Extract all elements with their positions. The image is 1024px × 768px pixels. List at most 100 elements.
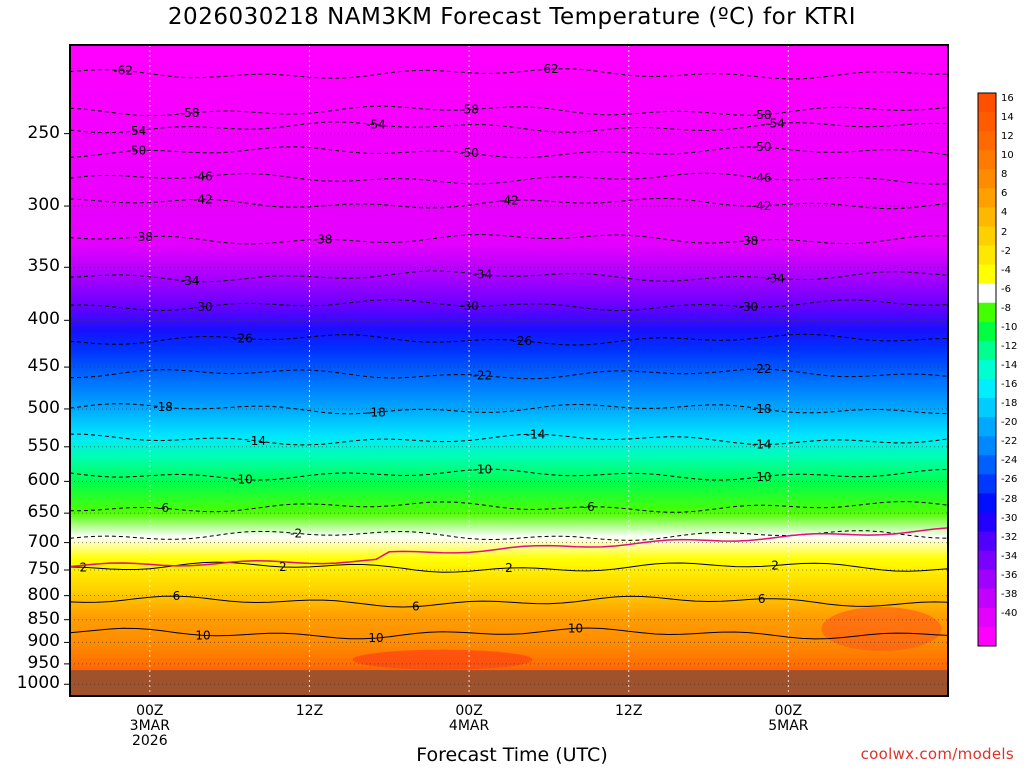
contour-label: -42 xyxy=(499,193,519,207)
contour-label: -18 xyxy=(366,405,386,419)
contour-label: 2 xyxy=(505,561,513,575)
ground-layer xyxy=(70,670,948,696)
x-tick-line: 00Z xyxy=(455,703,483,719)
colorbar-swatch xyxy=(978,264,996,285)
colorbar-swatch xyxy=(978,474,996,494)
colorbar-label: -34 xyxy=(1001,550,1018,562)
contour-label: -38 xyxy=(739,234,759,248)
x-tick-label: 12Z xyxy=(269,704,349,719)
contour-label: -14 xyxy=(246,434,266,448)
colorbar-label: -12 xyxy=(1001,340,1018,352)
colorbar-swatch xyxy=(978,379,996,399)
colorbar-swatch xyxy=(978,169,996,189)
contour-label: -46 xyxy=(193,170,213,184)
colorbar-swatch xyxy=(978,398,996,418)
colorbar-label: -22 xyxy=(1001,436,1018,448)
x-tick-label: 00Z 3MAR 2026 xyxy=(110,704,190,749)
colorbar-frame xyxy=(977,92,997,647)
y-tick-label: 350 xyxy=(27,256,60,277)
contour-label: 10 xyxy=(368,631,383,645)
contour-label: -10 xyxy=(233,473,253,487)
colorbar-label: 8 xyxy=(1001,169,1008,181)
colorbar-label: -38 xyxy=(1001,588,1018,600)
colorbar xyxy=(977,92,997,647)
freezing-line xyxy=(70,527,948,568)
colorbar-label: -26 xyxy=(1001,474,1018,486)
contour-label: -54 xyxy=(366,118,386,132)
colorbar-swatch xyxy=(978,340,996,361)
contour-line xyxy=(70,561,948,573)
contour-label: -42 xyxy=(193,192,213,206)
colorbar-swatch xyxy=(978,531,996,552)
y-tick-label: 1000 xyxy=(16,673,60,694)
colorbar-swatch xyxy=(978,607,996,628)
contour-lines: -62 -62-58 -58 -58-54 -54 -54-50 -50 -50-46 -46-… xyxy=(70,62,948,645)
colorbar-label: -30 xyxy=(1001,512,1018,524)
contour-label: -26 xyxy=(512,334,532,348)
colorbar-swatch xyxy=(978,588,996,609)
colorbar-swatch xyxy=(978,550,996,571)
colorbar-label: -32 xyxy=(1001,531,1018,543)
colorbar-swatch xyxy=(978,150,996,170)
contour-label: 10 xyxy=(195,628,210,642)
contour-label: -30 xyxy=(459,299,479,313)
colorbar-swatch xyxy=(978,436,996,456)
y-tick-label: 650 xyxy=(27,502,60,523)
contour-label: -50 xyxy=(127,144,147,158)
colorbar-label: -10 xyxy=(1001,321,1018,333)
colorbar-label: 16 xyxy=(1001,93,1014,105)
colorbar-swatch xyxy=(978,131,996,151)
contour-label: -58 xyxy=(180,106,200,120)
y-tick-label: 900 xyxy=(27,631,60,652)
x-tick-line: 12Z xyxy=(615,703,643,719)
y-tick-label: 700 xyxy=(27,531,60,552)
colorbar-swatch xyxy=(978,569,996,590)
contour-label: -10 xyxy=(473,462,493,476)
contour-label: -30 xyxy=(193,300,213,314)
contour-label: -6 xyxy=(157,501,169,515)
y-tick-label: 300 xyxy=(27,195,60,216)
contour-label: 6 xyxy=(758,592,766,606)
colorbar-label: -40 xyxy=(1001,607,1018,619)
colorbar-label: -20 xyxy=(1001,417,1018,429)
colorbar-swatch xyxy=(978,626,996,647)
y-tick-label: 250 xyxy=(27,122,60,143)
colorbar-label: 4 xyxy=(1001,207,1008,219)
contour-label: 2 xyxy=(771,558,779,572)
contour-label: -38 xyxy=(133,230,153,244)
colorbar-label: -24 xyxy=(1001,455,1018,467)
contour-label: -62 xyxy=(113,63,133,77)
colorbar-swatch xyxy=(978,512,996,533)
colorbar-label: 10 xyxy=(1001,150,1014,162)
colorbar-label: 12 xyxy=(1001,131,1014,143)
colorbar-swatch xyxy=(978,302,996,323)
colorbar-swatch xyxy=(978,493,996,514)
contour-label: 6 xyxy=(173,589,181,603)
colorbar-label: 2 xyxy=(1001,226,1008,238)
colorbar-label: -36 xyxy=(1001,569,1018,581)
y-tick-label: 950 xyxy=(27,652,60,673)
contour-label: -34 xyxy=(765,271,785,285)
plot-frame xyxy=(69,44,949,697)
y-tick-label: 600 xyxy=(27,470,60,491)
colorbar-label: -28 xyxy=(1001,493,1018,505)
colorbar-swatch xyxy=(978,207,996,227)
contour-label: -2 xyxy=(290,526,302,540)
y-tick-label: 500 xyxy=(27,397,60,418)
colorbar-label: 6 xyxy=(1001,188,1008,200)
x-axis-label: Forecast Time (UTC) xyxy=(416,744,608,766)
contour-label: -54 xyxy=(765,117,785,131)
contour-label: -18 xyxy=(153,400,173,414)
colorbar-swatch xyxy=(978,359,996,380)
contour-label: -54 xyxy=(127,124,147,138)
contour-label: -58 xyxy=(459,103,479,117)
contour-label: -18 xyxy=(752,402,772,416)
plot-area xyxy=(70,45,948,696)
x-tick-line: 12Z xyxy=(295,703,324,719)
y-tick-label: 400 xyxy=(27,309,60,330)
contour-label: 2 xyxy=(279,560,287,574)
contour-label: -22 xyxy=(752,362,772,376)
colorbar-label: -14 xyxy=(1001,360,1018,372)
source-credit: coolwx.com/models xyxy=(860,745,1014,763)
